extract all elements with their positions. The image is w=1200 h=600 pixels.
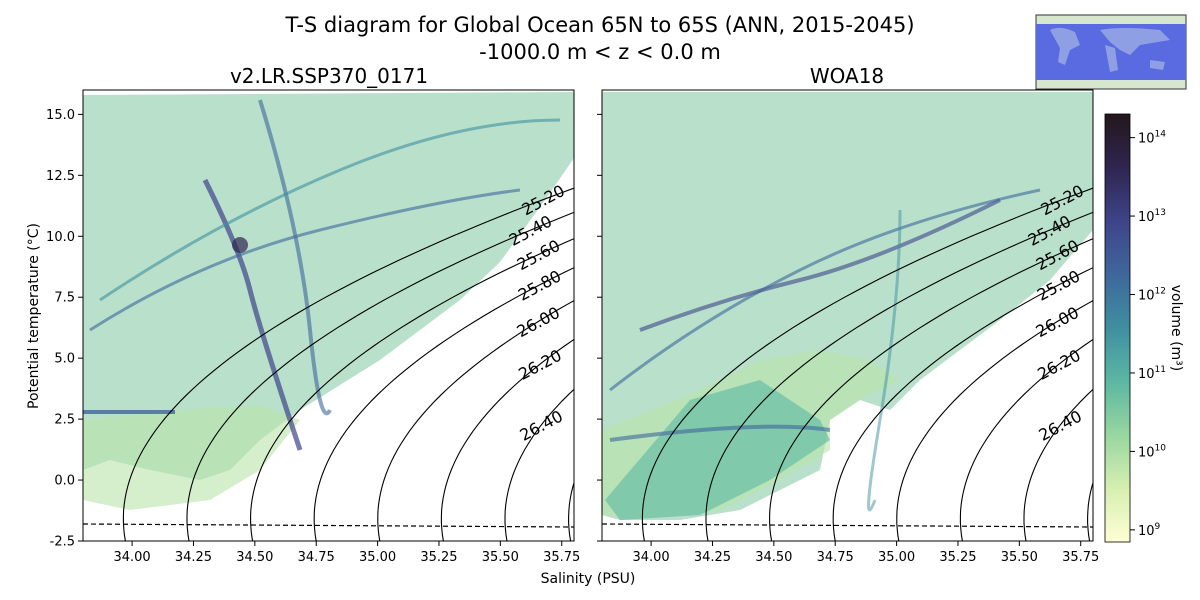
- contour-label: 26.00: [1033, 303, 1082, 341]
- y-tick-label: 7.5: [54, 291, 75, 306]
- isopycnal-line: [896, 299, 1093, 541]
- x-ticks-model: 34.00 34.25 34.50 34.75 35.00 35.25 35.50 35.75: [113, 541, 580, 565]
- y-tick-label: 5.0: [54, 352, 75, 367]
- y-axis-label: Potential temperature (°C): [26, 223, 42, 409]
- y-tick-label: 2.5: [54, 413, 75, 428]
- colorbar-gradient: [1104, 113, 1131, 543]
- x-tick-label: 34.25: [175, 550, 212, 565]
- x-tick-label: 34.50: [755, 550, 792, 565]
- axes-frame-obs: [601, 89, 1094, 542]
- x-ticks-obs: 34.00 34.25 34.50 34.75 35.00 35.25 35.50 35.75: [632, 541, 1099, 565]
- x-tick-label: 34.00: [632, 550, 669, 565]
- svg-text:26.40: 26.40: [517, 407, 566, 445]
- colorbar-tick-label: 1014: [1138, 130, 1166, 147]
- svg-text:26.00: 26.00: [1033, 303, 1082, 341]
- x-tick-label: 35.00: [359, 550, 396, 565]
- freezing-line-obs: [602, 523, 1093, 528]
- colorbar-tick-label: 109: [1138, 522, 1161, 539]
- x-tick-label: 35.50: [1001, 550, 1038, 565]
- isopycnal-line: [832, 267, 1093, 541]
- isopycnal-line: [769, 238, 1093, 541]
- y-tick-label: 0.0: [54, 474, 75, 489]
- panel-title-obs: WOA18: [810, 64, 884, 88]
- isopycnal-line: [186, 211, 574, 541]
- y-ticks-model: -2.5 0.0 2.5 5.0 7.5 10.0 12.5 15.0: [46, 108, 83, 550]
- contour-label: 26.40: [517, 407, 566, 445]
- x-tick-label: 35.50: [482, 550, 519, 565]
- isopycnal-line: [641, 187, 1093, 541]
- colorbar-ticks: 109 1010 1011 1012 1013 1014: [1130, 130, 1166, 539]
- x-tick-label: 34.50: [236, 550, 273, 565]
- figure-title: T-S diagram for Global Ocean 65N to 65S …: [284, 13, 914, 37]
- svg-text:26.00: 26.00: [514, 303, 563, 341]
- density-cloud-model: [83, 92, 574, 510]
- isopycnal-line: [959, 338, 1093, 541]
- colorbar-label: volume (m³): [1168, 285, 1184, 372]
- x-axis-label: Salinity (PSU): [541, 571, 636, 587]
- isopycnal-line: [122, 187, 574, 541]
- x-tick-label: 35.25: [939, 550, 976, 565]
- y-tick-label: -2.5: [50, 535, 75, 550]
- svg-text:26.20: 26.20: [515, 346, 564, 384]
- colorbar-tick-label: 1012: [1138, 287, 1166, 304]
- isopycnal-line: [440, 338, 574, 541]
- y-tick-label: 15.0: [46, 108, 75, 123]
- y-ticks-obs: [597, 113, 602, 542]
- colorbar-tick-label: 1011: [1138, 365, 1166, 382]
- y-tick-label: 12.5: [46, 169, 75, 184]
- panel-model: v2.LR.SSP370_0171 25.2025.4025.6025.8026…: [26, 64, 580, 565]
- isopycnal-line: [313, 267, 574, 541]
- axes-frame-model: [82, 89, 575, 542]
- colorbar-tick-label: 1010: [1138, 443, 1166, 460]
- figure-subtitle: -1000.0 m < z < 0.0 m: [479, 40, 721, 64]
- isopycnal-line: [1023, 388, 1093, 541]
- isopycnal-line: [377, 299, 574, 541]
- svg-text:26.20: 26.20: [1034, 346, 1083, 384]
- y-tick-label: 10.0: [46, 230, 75, 245]
- x-tick-label: 34.75: [817, 550, 854, 565]
- density-contours-obs: [641, 187, 1093, 541]
- contour-label: 26.00: [514, 303, 563, 341]
- isopycnal-line: [705, 211, 1093, 541]
- contour-label: 26.20: [1034, 346, 1083, 384]
- panel-title-model: v2.LR.SSP370_0171: [230, 64, 428, 88]
- x-tick-label: 35.00: [878, 550, 915, 565]
- colorbar-tick-label: 1013: [1138, 208, 1166, 225]
- isopycnal-line: [250, 238, 574, 541]
- x-tick-label: 34.25: [694, 550, 731, 565]
- region-inset-map: [1035, 14, 1187, 90]
- svg-text:26.40: 26.40: [1036, 407, 1085, 445]
- x-tick-label: 34.75: [298, 550, 335, 565]
- x-tick-label: 35.75: [543, 550, 580, 565]
- colorbar: 109 1010 1011 1012 1013 1014 volume (m³): [1104, 113, 1184, 543]
- contour-label: 26.40: [1036, 407, 1085, 445]
- freezing-line-model: [83, 523, 574, 528]
- x-tick-label: 35.75: [1062, 550, 1099, 565]
- density-cloud-obs: [602, 92, 1093, 520]
- contour-label: 26.20: [515, 346, 564, 384]
- x-tick-label: 35.25: [420, 550, 457, 565]
- density-contours-model: [122, 187, 574, 541]
- isopycnal-line: [504, 388, 574, 541]
- x-tick-label: 34.00: [113, 550, 150, 565]
